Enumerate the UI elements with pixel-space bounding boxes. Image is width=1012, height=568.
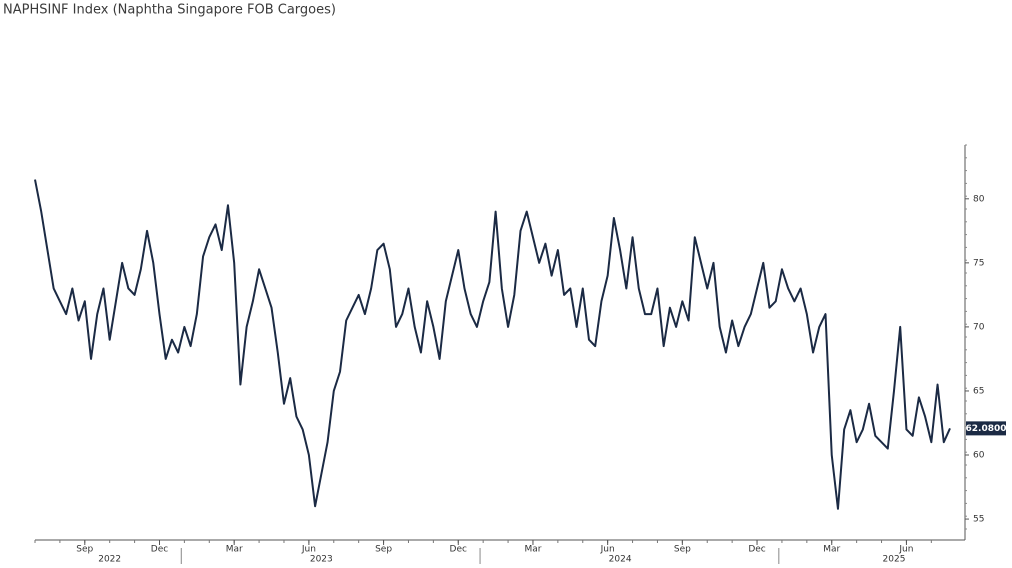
price-line <box>34 179 951 510</box>
last-value-label: 62.0800 <box>966 424 1007 434</box>
x-tick-label: Dec <box>748 545 765 555</box>
year-label: 2025 <box>883 555 906 565</box>
year-label: 2024 <box>609 555 632 565</box>
last-value-tag <box>966 421 1006 436</box>
x-tick-label: Dec <box>151 545 168 555</box>
y-tick-label: 75 <box>973 258 984 268</box>
x-tick-label: Sep <box>76 545 93 555</box>
x-tick-label: Mar <box>524 545 541 555</box>
x-tick-label: Jun <box>301 545 316 555</box>
year-label: 2022 <box>98 555 121 565</box>
y-tick-label: 60 <box>973 451 985 461</box>
y-tick-label: 65 <box>973 386 984 396</box>
year-label: 2023 <box>310 555 333 565</box>
x-tick-label: Jun <box>898 545 913 555</box>
x-tick-label: Sep <box>375 545 392 555</box>
chart-title: NAPHSINF Index (Naphtha Singapore FOB Ca… <box>3 3 336 18</box>
x-tick-label: Dec <box>450 545 467 555</box>
x-tick-label: Sep <box>674 545 691 555</box>
x-tick-label: Mar <box>823 545 840 555</box>
x-tick-label: Mar <box>226 545 243 555</box>
y-tick-label: 55 <box>973 515 984 525</box>
x-tick-label: Jun <box>600 545 615 555</box>
y-tick-label: 70 <box>973 322 985 332</box>
y-tick-label: 80 <box>973 194 985 204</box>
